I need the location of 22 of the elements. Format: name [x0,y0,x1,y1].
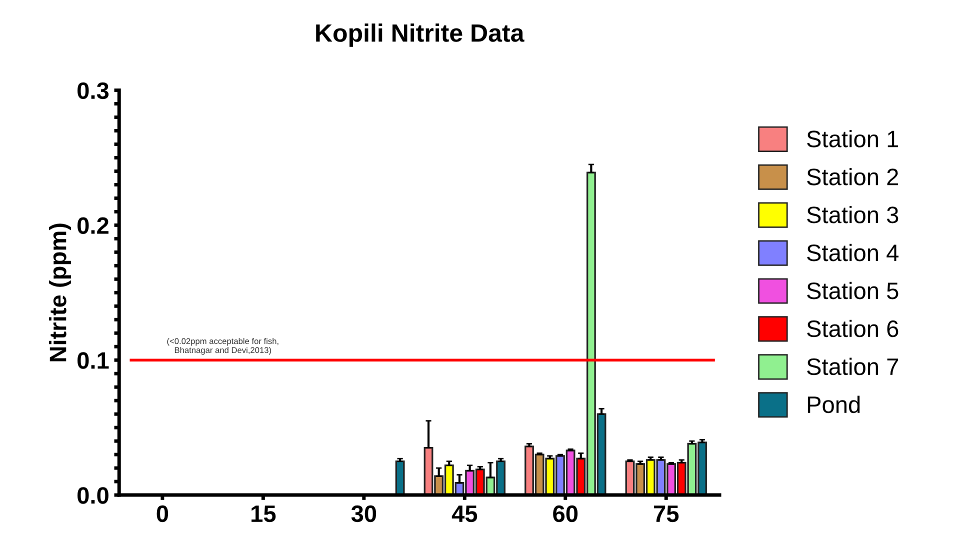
x-tick-label: 0 [156,505,168,522]
legend-label: Station 5 [807,282,898,300]
legend-label: Station 2 [807,168,898,186]
bar [395,460,405,496]
y-tick-label: 0.0 [78,487,108,504]
legend-label: Station 4 [807,244,899,262]
legend-label: Station 3 [807,206,898,224]
legend-label: Station 7 [807,358,898,376]
x-tick-label: 45 [452,506,478,522]
x-tick-label: 15 [252,506,276,522]
x-tick-label: 60 [553,505,578,522]
y-tick-label: 0.3 [78,82,109,100]
chart-title: Kopili Nitrite Data [316,24,524,47]
legend-label: Pond [808,396,860,414]
legend-label: Station 1 [807,130,898,148]
y-tick-label: 0.1 [78,352,109,369]
y-tick-label: 0.2 [78,217,108,234]
legend-label: Station 6 [807,320,898,338]
x-tick-label: 30 [351,505,376,522]
ref-line-label: (<0.02ppm acceptable for fish, Bhatnagar and Devi,2013) [167,338,278,355]
x-tick-label: 75 [654,506,679,522]
y-axis-title: Nitrite (ppm) [49,224,72,362]
